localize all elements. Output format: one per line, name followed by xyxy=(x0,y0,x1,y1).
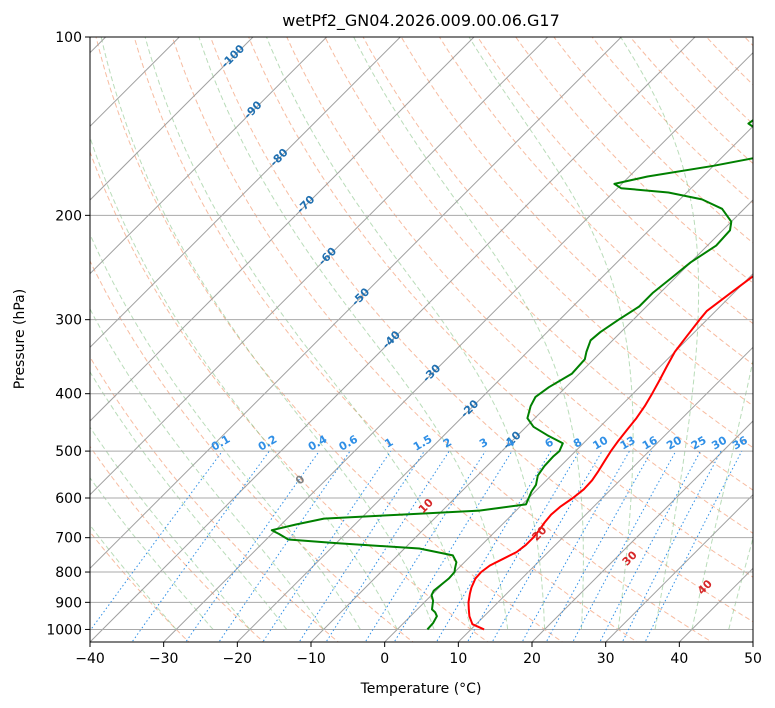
isotherm-line xyxy=(90,37,475,422)
moist-adiabat xyxy=(90,426,251,630)
dewpoint-profile-line xyxy=(270,119,753,631)
moist-adiabat xyxy=(144,37,472,630)
x-tick-label: −10 xyxy=(296,651,326,667)
y-tick-label: 600 xyxy=(55,491,82,507)
moist-adiabat xyxy=(90,370,288,630)
dry-adiabat xyxy=(770,24,775,645)
moist-adiabat xyxy=(620,37,700,630)
dry-adiabat xyxy=(248,37,753,578)
x-tick-label: 20 xyxy=(523,651,541,667)
mixing-ratio-line xyxy=(621,450,722,642)
y-tick-label: 700 xyxy=(55,531,82,547)
x-axis-title: Temperature (°C) xyxy=(360,681,482,697)
mixing-ratio-line xyxy=(262,450,392,642)
chart-title: wetPf2_GN04.2026.009.00.06.G17 xyxy=(282,11,560,31)
y-tick-label: 400 xyxy=(55,387,82,403)
isotherm-line xyxy=(90,37,254,201)
mixing-ratio-line xyxy=(393,450,513,642)
x-tick-label: −40 xyxy=(75,651,105,667)
isotherm-line xyxy=(90,37,549,496)
isotherm-line xyxy=(90,37,696,642)
mixing-ratio-line xyxy=(131,450,270,642)
temperature-profile-line xyxy=(467,275,753,631)
y-tick-label: 300 xyxy=(55,313,82,329)
isotherm-line xyxy=(162,51,753,642)
isotherm-line xyxy=(457,346,753,642)
isotherm-line xyxy=(90,37,623,570)
mixing-ratio-line xyxy=(218,450,351,642)
moist-adiabat xyxy=(468,37,634,630)
mixing-ratio-line xyxy=(364,450,486,642)
moist-adiabat xyxy=(353,37,584,630)
isotherm-line xyxy=(383,272,753,642)
x-tick-label: 10 xyxy=(449,651,467,667)
x-tick-label: 50 xyxy=(744,651,762,667)
plot-frame xyxy=(89,36,754,643)
x-tick-label: 0 xyxy=(380,651,389,667)
isotherm-line xyxy=(310,199,753,642)
dry-adiabat xyxy=(286,37,753,534)
y-tick-label: 800 xyxy=(55,565,82,581)
x-tick-label: −20 xyxy=(223,651,253,667)
moist-adiabat xyxy=(728,536,753,630)
dry-adiabat xyxy=(362,37,753,449)
x-tick-label: 30 xyxy=(597,651,615,667)
y-tick-label: 200 xyxy=(55,208,82,224)
dry-adiabat xyxy=(438,37,753,366)
y-tick-label: 500 xyxy=(55,444,82,460)
mixing-ratio-line xyxy=(185,450,320,642)
isotherm-line xyxy=(531,420,753,642)
background-lines xyxy=(90,24,775,645)
moist-adiabat xyxy=(265,37,546,630)
y-tick-label: 100 xyxy=(55,30,82,46)
moist-adiabat xyxy=(90,233,361,630)
moist-adiabat xyxy=(100,37,435,630)
isotherm-line xyxy=(752,641,753,642)
dry-adiabat xyxy=(90,150,489,642)
dry-adiabat xyxy=(324,37,753,491)
moist-adiabat xyxy=(198,37,509,630)
x-tick-label: 40 xyxy=(670,651,688,667)
mixing-ratio-line xyxy=(325,450,450,642)
y-tick-label: 900 xyxy=(55,595,82,611)
profile-lines xyxy=(270,119,753,631)
mixing-ratio-line xyxy=(90,450,223,632)
y-tick-label: 1000 xyxy=(46,622,82,638)
mixing-ratio-line xyxy=(599,450,701,642)
x-tick-label: −30 xyxy=(149,651,179,667)
isotherm-line xyxy=(604,493,753,642)
dry-adiabat xyxy=(171,37,713,642)
plot-background xyxy=(90,37,753,642)
mixing-ratio-line xyxy=(298,450,425,642)
y-axis-title: Pressure (hPa) xyxy=(12,289,28,389)
isotherm-line xyxy=(90,37,328,275)
moist-adiabat xyxy=(90,135,398,630)
mixing-ratio-line xyxy=(572,450,677,642)
mixing-ratio-line xyxy=(466,450,580,642)
axes: −40 −30 −20 −10 0 10 20 30 40 50 100 200 300 400 500 60… xyxy=(46,30,762,667)
moist-adiabat xyxy=(691,358,753,630)
isotherm-line xyxy=(90,37,402,349)
